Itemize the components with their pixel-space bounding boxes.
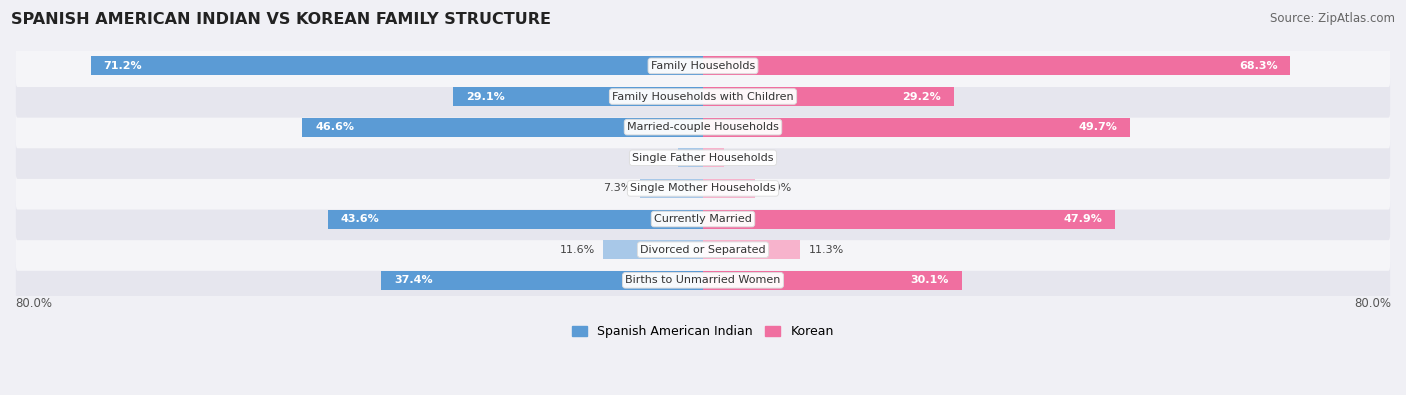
Text: 11.3%: 11.3%	[808, 245, 844, 255]
Text: 6.0%: 6.0%	[763, 183, 792, 194]
Bar	[302, 118, 703, 137]
Text: 2.9%: 2.9%	[641, 153, 669, 163]
Bar	[678, 148, 703, 167]
Text: Divorced or Separated: Divorced or Separated	[640, 245, 766, 255]
Text: Currently Married: Currently Married	[654, 214, 752, 224]
Bar	[328, 210, 703, 229]
Bar	[703, 240, 800, 259]
Text: Source: ZipAtlas.com: Source: ZipAtlas.com	[1270, 12, 1395, 25]
Bar	[603, 240, 703, 259]
Text: 37.4%: 37.4%	[394, 275, 433, 285]
Text: 46.6%: 46.6%	[315, 122, 354, 132]
Text: 30.1%: 30.1%	[911, 275, 949, 285]
Text: Married-couple Households: Married-couple Households	[627, 122, 779, 132]
Text: 80.0%: 80.0%	[1354, 297, 1391, 310]
FancyBboxPatch shape	[15, 198, 1391, 240]
Bar	[703, 87, 955, 106]
Text: 29.2%: 29.2%	[903, 92, 941, 102]
FancyBboxPatch shape	[15, 137, 1391, 179]
Text: Family Households with Children: Family Households with Children	[612, 92, 794, 102]
Text: 29.1%: 29.1%	[465, 92, 505, 102]
Bar	[381, 271, 703, 290]
Bar	[703, 179, 755, 198]
Bar	[90, 56, 703, 75]
Text: 71.2%: 71.2%	[104, 61, 142, 71]
FancyBboxPatch shape	[15, 259, 1391, 301]
Text: 68.3%: 68.3%	[1239, 61, 1278, 71]
Bar	[640, 179, 703, 198]
Bar	[703, 118, 1130, 137]
Text: 11.6%: 11.6%	[560, 245, 595, 255]
Bar	[703, 210, 1115, 229]
FancyBboxPatch shape	[15, 167, 1391, 210]
Text: 43.6%: 43.6%	[340, 214, 380, 224]
FancyBboxPatch shape	[15, 45, 1391, 87]
Bar	[703, 271, 962, 290]
Bar	[453, 87, 703, 106]
Legend: Spanish American Indian, Korean: Spanish American Indian, Korean	[567, 320, 839, 343]
FancyBboxPatch shape	[15, 75, 1391, 118]
Text: SPANISH AMERICAN INDIAN VS KOREAN FAMILY STRUCTURE: SPANISH AMERICAN INDIAN VS KOREAN FAMILY…	[11, 12, 551, 27]
Text: Single Father Households: Single Father Households	[633, 153, 773, 163]
Text: Births to Unmarried Women: Births to Unmarried Women	[626, 275, 780, 285]
Text: Single Mother Households: Single Mother Households	[630, 183, 776, 194]
Text: 7.3%: 7.3%	[603, 183, 631, 194]
Text: 2.4%: 2.4%	[733, 153, 761, 163]
Bar	[703, 56, 1291, 75]
FancyBboxPatch shape	[15, 229, 1391, 271]
FancyBboxPatch shape	[15, 106, 1391, 148]
Text: Family Households: Family Households	[651, 61, 755, 71]
Text: 47.9%: 47.9%	[1063, 214, 1102, 224]
Text: 80.0%: 80.0%	[15, 297, 52, 310]
Text: 49.7%: 49.7%	[1078, 122, 1118, 132]
Bar	[703, 148, 724, 167]
